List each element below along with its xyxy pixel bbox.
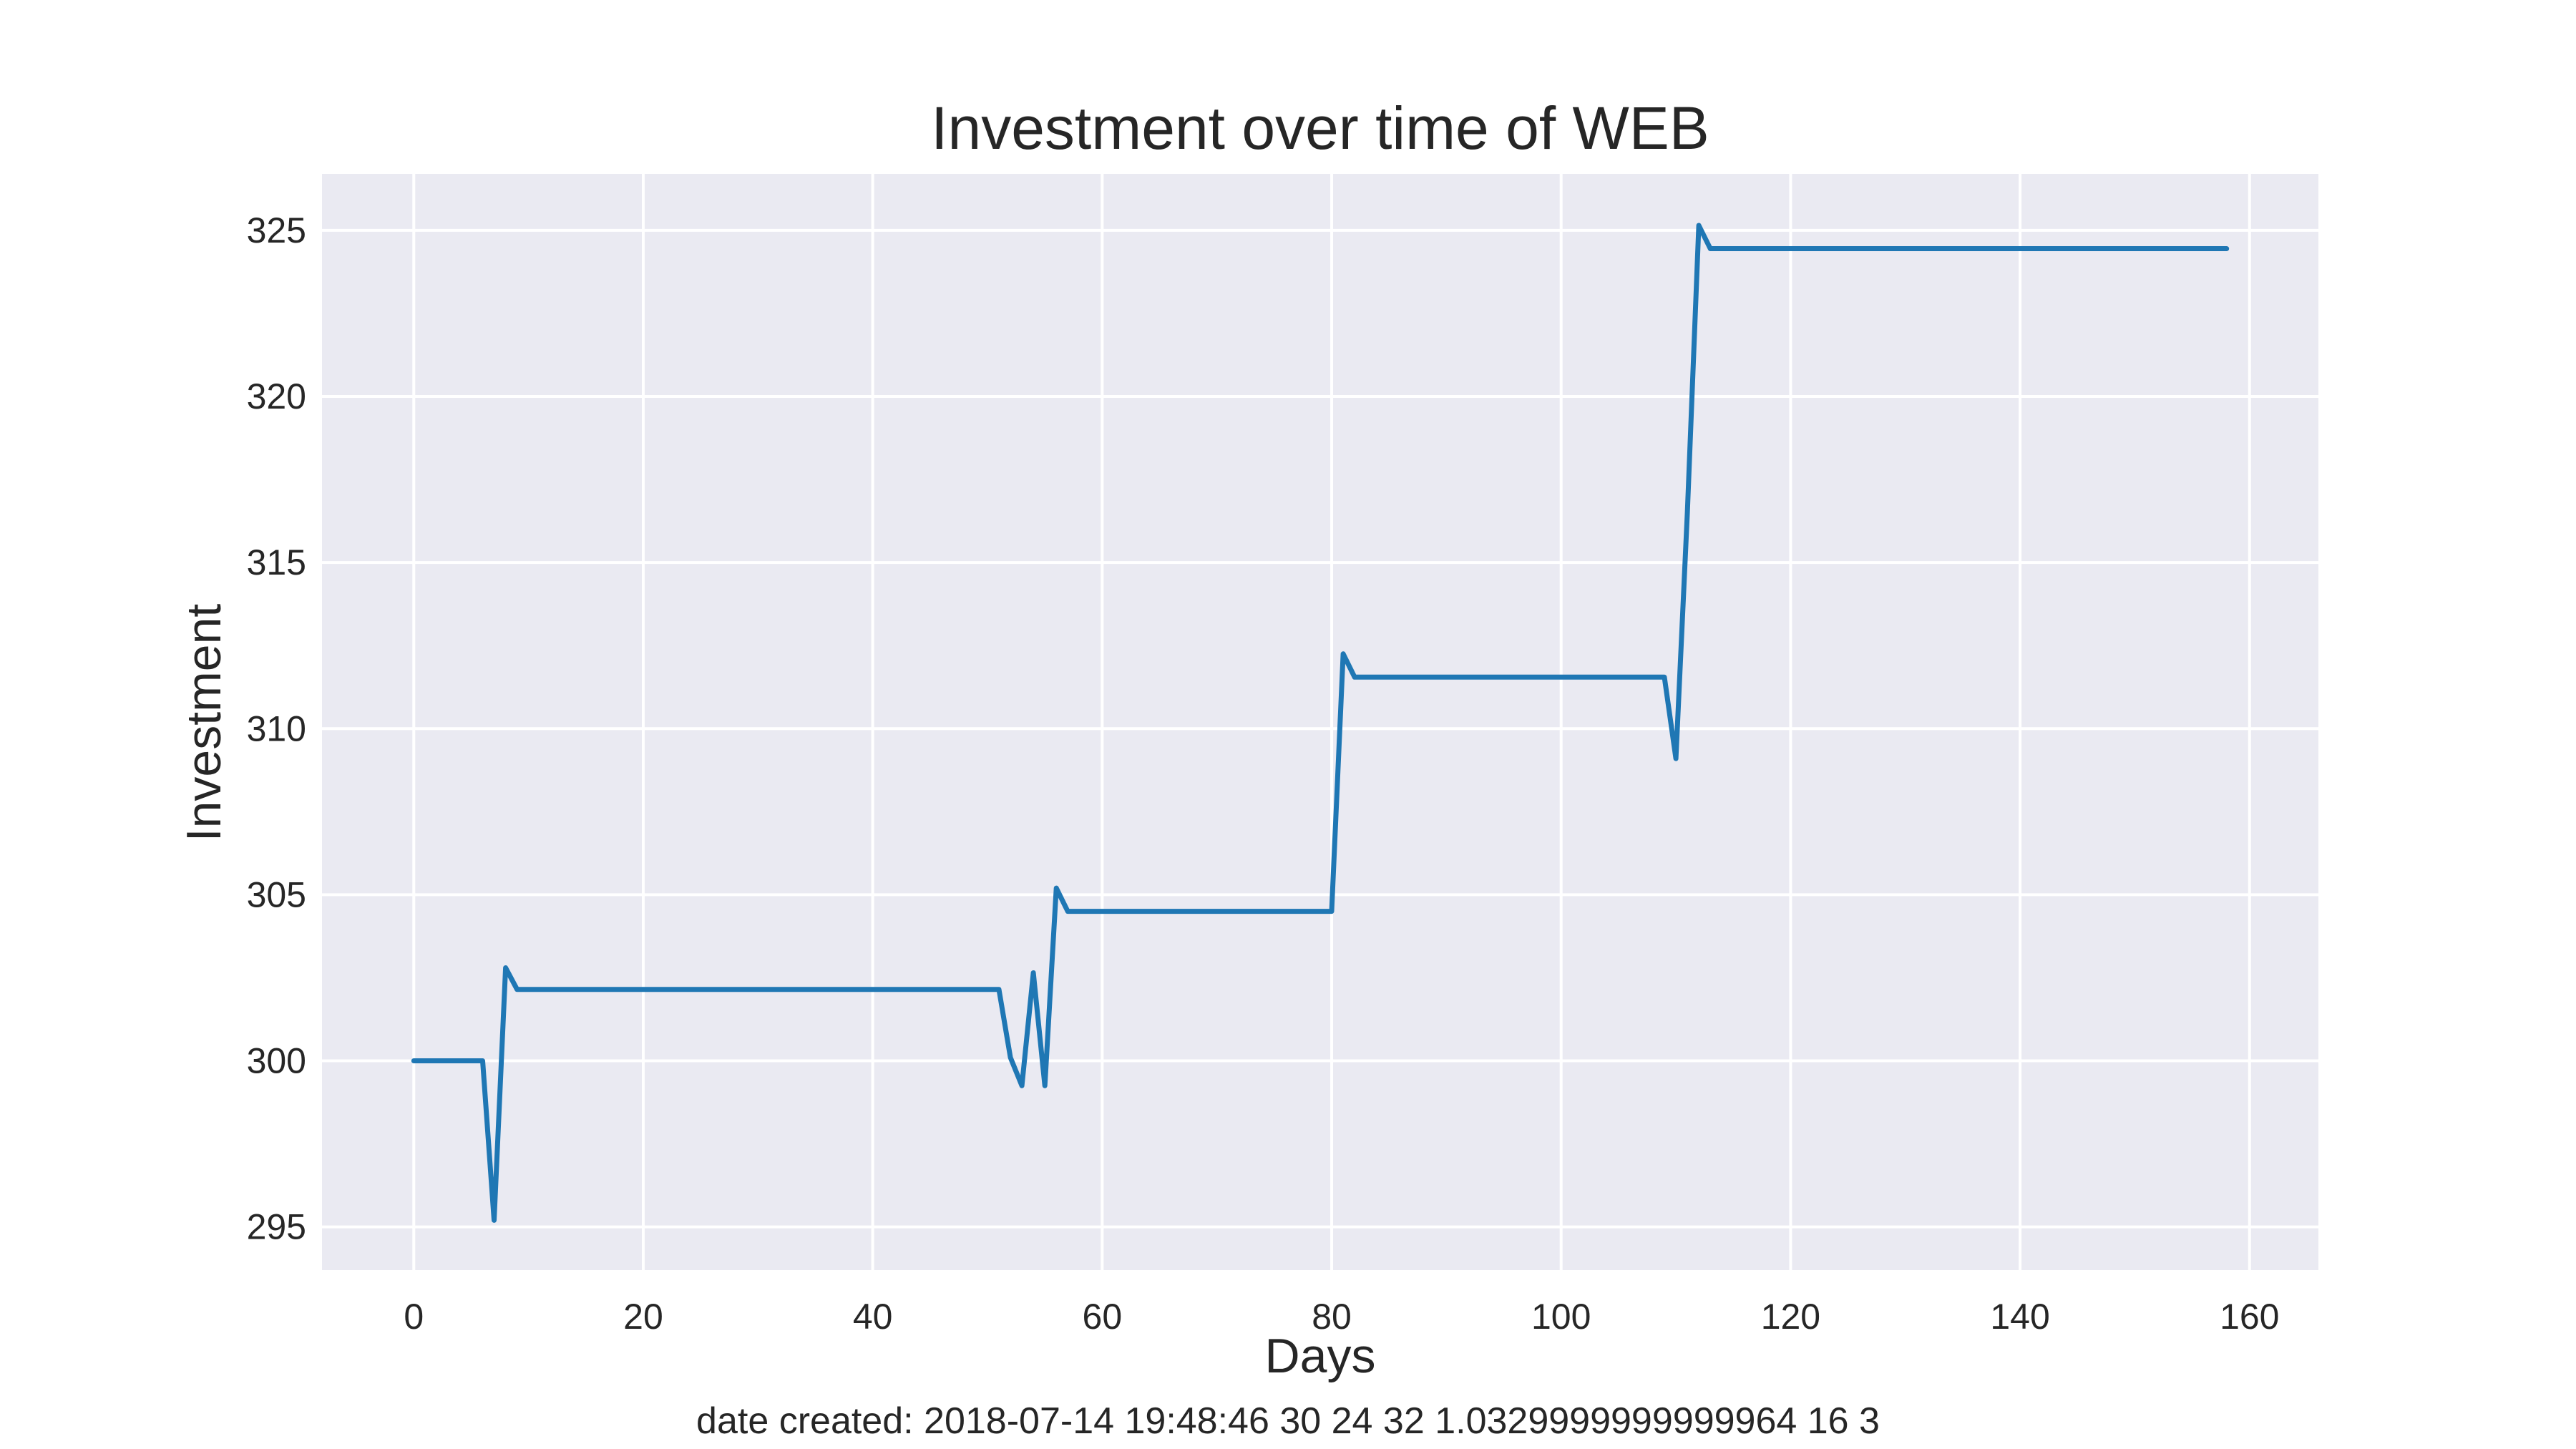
y-tick-label: 320	[247, 376, 306, 416]
series-line	[411, 223, 2230, 1223]
x-tick-label: 60	[1083, 1297, 1123, 1337]
x-tick-label: 20	[623, 1297, 663, 1337]
x-tick-label: 40	[853, 1297, 893, 1337]
y-tick-label: 325	[247, 210, 306, 250]
series-layer	[411, 223, 2230, 1223]
y-tick-label: 295	[247, 1207, 306, 1247]
data-point	[1022, 1085, 1023, 1086]
data-point	[1010, 1057, 1011, 1058]
data-point	[1033, 972, 1034, 973]
x-tick-label: 100	[1531, 1297, 1591, 1337]
x-tick-label: 160	[2220, 1297, 2279, 1337]
data-point	[1343, 653, 1344, 654]
data-point	[1710, 248, 1711, 249]
data-point	[1687, 512, 1688, 513]
x-tick-label: 0	[404, 1297, 424, 1337]
y-tick-label: 315	[247, 542, 306, 582]
data-point	[2226, 248, 2227, 249]
chart-title: Investment over time of WEB	[931, 94, 1709, 162]
data-point	[1056, 888, 1057, 889]
y-axis-label: Investment	[177, 604, 231, 842]
data-point	[1664, 677, 1665, 678]
data-point	[999, 989, 1000, 990]
x-tick-label: 80	[1312, 1297, 1352, 1337]
plot-background	[322, 174, 2318, 1270]
x-tick-label: 140	[1990, 1297, 2049, 1337]
data-point	[505, 967, 506, 968]
date-created-footer: date created: 2018-07-14 19:48:46 30 24 …	[696, 1400, 1880, 1442]
x-axis-label: Days	[1265, 1329, 1376, 1383]
y-tick-label: 310	[247, 708, 306, 748]
y-tick-label: 305	[247, 874, 306, 914]
grid-lines	[322, 174, 2318, 1270]
x-tick-label: 120	[1761, 1297, 1820, 1337]
y-tick-label: 300	[247, 1041, 306, 1081]
tick-labels: 0 20 40 60 80 100 120 140 160 295 300 305 310 315 320 3…	[247, 210, 2280, 1337]
data-point	[482, 1060, 483, 1061]
data-point	[1676, 758, 1677, 759]
